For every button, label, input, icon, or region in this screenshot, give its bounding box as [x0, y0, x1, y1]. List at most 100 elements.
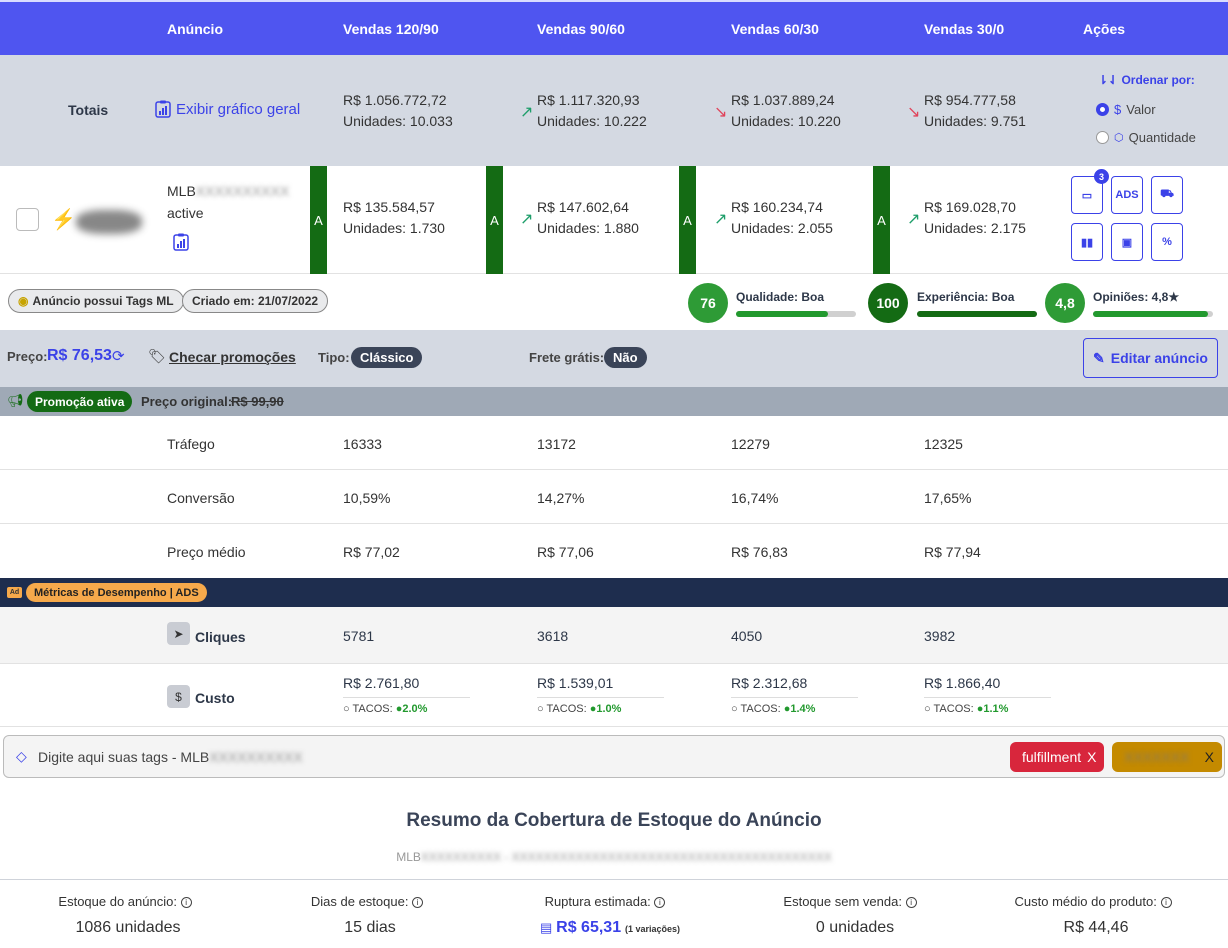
sort-option-label: Valor: [1126, 102, 1156, 117]
tag-ml-pill[interactable]: ◉ Anúncio possui Tags ML: [8, 289, 184, 313]
notes-button[interactable]: ▭: [1071, 176, 1103, 214]
metric-label: Preço médio: [167, 544, 246, 560]
chip-label: fulfillment: [1022, 749, 1082, 765]
radio-unselected[interactable]: [1096, 131, 1109, 144]
price-label: Preço:: [7, 349, 48, 364]
ad-icon: Ad: [7, 587, 22, 598]
tacos-line: ○ TACOS: ●1.0%: [537, 703, 622, 715]
opinions-bar: [1093, 311, 1213, 317]
item-status: active: [167, 205, 204, 221]
ads-button[interactable]: ADS: [1111, 176, 1143, 214]
totals-col-2: R$ 1.117.320,93 Unidades: 10.222: [537, 90, 647, 132]
lightning-icon: ⚡: [51, 209, 76, 231]
experience-bar: [917, 311, 1037, 317]
metric-value: R$ 77,02: [343, 544, 400, 560]
item-row: ⚡ MLBXXXXXXXXXX active A R$ 135.584,57 Un…: [0, 166, 1228, 274]
stock-label-text: Custo médio do produto:: [1014, 894, 1157, 909]
totals-label: Totais: [68, 102, 109, 118]
product-thumbnail[interactable]: [76, 210, 142, 234]
trend-up-icon: ↗: [714, 211, 728, 228]
totals-units: Unidades: 10.222: [537, 113, 647, 129]
tags-input-box[interactable]: ◇ Digite aqui suas tags - MLBXXXXXXXXXX …: [3, 735, 1225, 778]
rupture-label: Ruptura estimada: i: [495, 894, 715, 909]
tacos-label: TACOS:: [546, 703, 587, 715]
trend-down-icon: ↘: [907, 104, 921, 121]
opinions-label: Opiniões: 4,8★: [1093, 290, 1180, 304]
avg-cost-value: R$ 44,46: [1063, 919, 1129, 936]
clicks-value: 3618: [537, 628, 569, 644]
bar-chart-icon: ▮▮: [1080, 236, 1094, 249]
metric-value: 12325: [924, 436, 963, 452]
item-checkbox[interactable]: [16, 208, 39, 231]
opinions-bar-fill: [1093, 311, 1209, 317]
tags-placeholder: Digite aqui suas tags - MLB: [38, 749, 210, 765]
stock-label-text: Estoque sem venda:: [783, 894, 902, 909]
item-mlb[interactable]: MLBXXXXXXXXXX: [167, 183, 289, 199]
metric-value: 14,27%: [537, 490, 585, 506]
item-chart-icon[interactable]: [173, 233, 189, 254]
sort-option-valor[interactable]: $ Valor: [1096, 102, 1156, 117]
totals-value: R$ 1.117.320,93: [537, 92, 640, 108]
info-icon[interactable]: i: [654, 897, 666, 909]
chip-remove-button[interactable]: X: [1204, 749, 1214, 765]
chip-remove-button[interactable]: X: [1087, 749, 1097, 765]
truck-button[interactable]: ⛟: [1151, 176, 1183, 214]
col-vendas-120-90[interactable]: Vendas 120/90: [343, 21, 439, 37]
col-vendas-30-0[interactable]: Vendas 30/0: [924, 21, 1005, 37]
totals-col-3: R$ 1.037.889,24 Unidades: 10.220: [731, 90, 841, 132]
col-vendas-90-60[interactable]: Vendas 90/60: [537, 21, 625, 37]
tag-ml-label: Anúncio possui Tags ML: [32, 294, 174, 308]
info-icon[interactable]: i: [1160, 897, 1172, 909]
item-units: Unidades: 2.175: [924, 220, 1026, 236]
clipboard-icon: ▣: [1121, 236, 1133, 249]
tag-chip-blurred[interactable]: XXXXXXX X: [1112, 742, 1222, 772]
experience-score: 100: [868, 283, 908, 323]
chip-label-blurred: XXXXXXX: [1124, 749, 1190, 765]
original-price-value: R$ 99,90: [231, 394, 284, 409]
tag-chip-fulfillment[interactable]: fulfillment X: [1010, 742, 1105, 772]
info-icon[interactable]: i: [905, 897, 917, 909]
truck-icon: ⛟: [1160, 188, 1174, 200]
trend-up-icon: ↗: [520, 211, 534, 228]
trend-up-icon: ↗: [907, 211, 921, 228]
tacos-label: TACOS:: [740, 703, 781, 715]
check-promotions-link[interactable]: Checar promoções: [169, 349, 296, 365]
info-icon[interactable]: i: [412, 897, 424, 909]
divider: [0, 879, 1228, 880]
metric-label: Conversão: [167, 490, 235, 506]
subtitle-prefix: MLB: [396, 850, 421, 864]
radio-selected[interactable]: [1096, 103, 1109, 116]
cost-cell: R$ 1.866,40 ○ TACOS: ●1.1%: [924, 675, 1051, 715]
stats-button[interactable]: ▮▮: [1071, 223, 1103, 261]
sort-option-label: Quantidade: [1128, 130, 1196, 145]
avg-cost-label: Custo médio do produto: i: [983, 894, 1203, 909]
chart-link[interactable]: Exibir gráfico geral: [155, 100, 300, 118]
refresh-icon[interactable]: ⟳: [112, 348, 125, 365]
tacos-line: ○ TACOS: ●1.1%: [924, 703, 1009, 715]
tacos-value: 1.4%: [790, 703, 816, 715]
price-value: R$ 76,53: [47, 347, 112, 364]
info-icon[interactable]: i: [180, 897, 192, 909]
type-label: Tipo:: [318, 350, 350, 365]
item-col-2: R$ 147.602,64 Unidades: 1.880: [537, 197, 639, 239]
col-vendas-60-30[interactable]: Vendas 60/30: [731, 21, 819, 37]
totals-units: Unidades: 9.751: [924, 113, 1026, 129]
tags-input[interactable]: Digite aqui suas tags - MLBXXXXXXXXXX: [38, 749, 303, 765]
clipboard-button[interactable]: ▣: [1111, 223, 1143, 261]
opinions-score: 4,8: [1045, 283, 1085, 323]
tacos-value: 1.0%: [596, 703, 622, 715]
col-acoes: Ações: [1083, 21, 1126, 37]
mlb-prefix: MLB: [167, 183, 196, 199]
metric-row-preco-medio: Preço médio R$ 77,02 R$ 77,06 R$ 76,83 R…: [0, 524, 1228, 578]
totals-value: R$ 1.037.889,24: [731, 92, 835, 108]
rupture-value[interactable]: ▤ R$ 65,31 (1 variações): [500, 919, 720, 937]
clicks-value: 3982: [924, 628, 956, 644]
coin-icon: $: [167, 685, 190, 708]
metric-row-conversao: Conversão 10,59% 14,27% 16,74% 17,65%: [0, 470, 1228, 524]
tacos-value: 2.0%: [402, 703, 428, 715]
sort-option-quantidade[interactable]: ⬡ Quantidade: [1096, 130, 1196, 145]
ads-clicks-row: ➤ Cliques 5781 3618 4050 3982: [0, 607, 1228, 664]
edit-listing-button[interactable]: ✎ Editar anúncio: [1083, 338, 1218, 378]
discount-button[interactable]: %: [1151, 223, 1183, 261]
table-header: Anúncio Vendas 120/90 Vendas 90/60 Venda…: [0, 0, 1228, 55]
